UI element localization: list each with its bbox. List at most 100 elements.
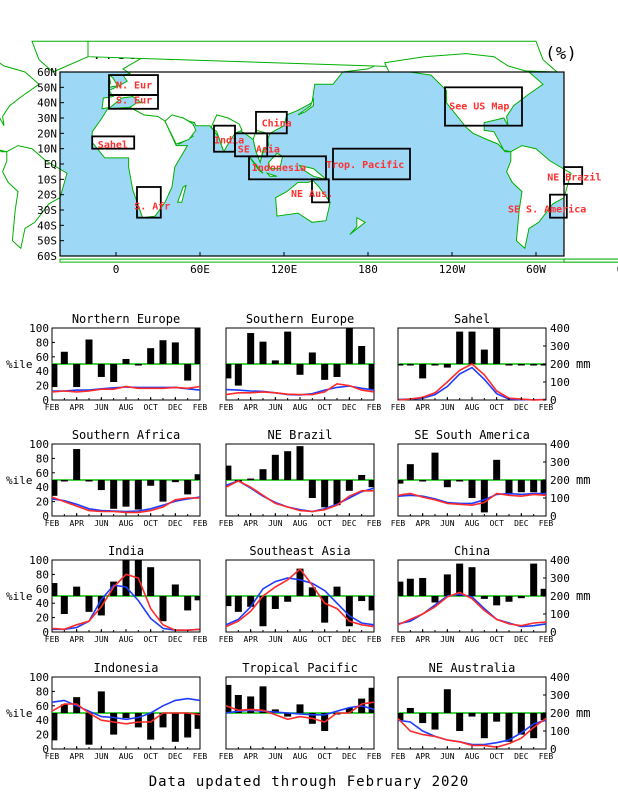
percentile-bar <box>226 465 232 480</box>
percentile-bar <box>159 340 167 364</box>
percentile-bar <box>530 563 538 596</box>
panel-southern-europe: Southern Europe FEB APR JUN AUG OCT DEC FEB <box>219 312 382 412</box>
percentile-bar <box>134 480 142 510</box>
percentile-bar <box>540 713 546 721</box>
x-tick-label: OCT <box>143 403 158 412</box>
x-tick-label: DEC <box>168 752 183 761</box>
percentile-bar <box>85 480 93 482</box>
percentile-bar <box>419 713 427 724</box>
percentile-bar <box>308 587 316 596</box>
percentile-bar <box>171 713 179 742</box>
percentile-bar <box>345 596 353 627</box>
normal-precip-line <box>397 719 547 746</box>
x-tick-label: JUN <box>94 519 109 528</box>
observed-precip-line <box>51 703 201 725</box>
x-tick-label: OCT <box>143 752 158 761</box>
y-left-tick-label: 80 <box>36 336 49 349</box>
x-tick-label: FEB <box>219 519 234 528</box>
percentile-bar <box>406 578 414 596</box>
percentile-bar <box>406 707 414 713</box>
percentile-bar <box>259 469 267 480</box>
x-tick-label: FEB <box>45 635 60 644</box>
x-tick-label: APR <box>69 635 84 644</box>
x-tick-label: JUN <box>440 635 455 644</box>
x-tick-label: OCT <box>317 403 332 412</box>
x-tick-label: DEC <box>342 519 357 528</box>
x-tick-label: DEC <box>342 752 357 761</box>
percentile-bar <box>443 364 451 368</box>
percentile-bar <box>247 596 255 607</box>
percentile-bar <box>419 364 427 379</box>
percentile-bar <box>540 364 546 366</box>
x-tick-label: FEB <box>45 752 60 761</box>
percentile-bar <box>85 596 93 612</box>
percentile-bar <box>122 560 130 596</box>
observed-precip-line <box>51 385 201 393</box>
normal-precip-line <box>51 697 201 721</box>
y-left-tick-label: 80 <box>36 568 49 581</box>
data-update-note: Data updated through February 2020 <box>148 774 470 790</box>
y-right-tick-label: 100 <box>550 725 570 738</box>
percentile-bar <box>480 596 488 599</box>
x-tick-label: DEC <box>514 752 529 761</box>
x-tick-label: JUN <box>440 752 455 761</box>
percentile-bar <box>247 696 255 713</box>
y-left-tick-label: 20 <box>36 380 49 393</box>
panel-title: Tropical Pacific <box>242 661 358 675</box>
x-tick-label: AUG <box>465 635 480 644</box>
x-tick-label: FEB <box>367 635 382 644</box>
percentile-bar <box>308 352 316 364</box>
y-right-axis-label: mm <box>576 473 590 487</box>
x-tick-label: APR <box>243 635 258 644</box>
percentile-bar <box>85 713 93 745</box>
percentile-bar <box>194 474 200 480</box>
percentile-bar <box>271 454 279 480</box>
y-right-tick-label: 100 <box>550 492 570 505</box>
percentile-bar <box>480 713 488 739</box>
percentile-bar <box>147 348 155 364</box>
y-right-tick-label: 200 <box>550 474 570 487</box>
percentile-bar <box>296 704 304 713</box>
percentile-bar <box>505 364 513 366</box>
x-tick-label: DEC <box>168 635 183 644</box>
percentile-bar <box>171 342 179 364</box>
observed-precip-line <box>225 382 375 396</box>
percentile-bar <box>184 713 192 738</box>
percentile-bar <box>419 480 427 482</box>
percentile-bar <box>443 574 451 596</box>
percentile-bar <box>234 364 242 386</box>
percentile-bar <box>234 695 242 713</box>
percentile-bar <box>493 596 501 606</box>
x-tick-label: OCT <box>317 519 332 528</box>
percentile-bar <box>419 578 427 596</box>
percentile-bar <box>171 480 179 483</box>
x-tick-label: FEB <box>367 403 382 412</box>
percentile-bar <box>259 686 267 713</box>
x-tick-label: APR <box>415 403 430 412</box>
panel-title: China <box>454 544 490 558</box>
y-right-tick-label: 0 <box>550 743 557 756</box>
y-right-tick-label: 400 <box>550 438 570 451</box>
percentile-bar <box>134 713 142 728</box>
y-right-tick-label: 200 <box>550 707 570 720</box>
percentile-bar <box>52 364 58 388</box>
percentile-bar <box>73 364 81 388</box>
y-left-tick-label: 0 <box>42 743 49 756</box>
x-tick-label: APR <box>69 403 84 412</box>
panel-title: Indonesia <box>93 661 158 675</box>
percentile-bar <box>122 480 130 507</box>
percentile-bar <box>431 713 439 730</box>
x-tick-label: OCT <box>143 635 158 644</box>
percentile-bar <box>333 480 341 506</box>
panel-southeast-asia: Southeast Asia FEB APR JUN AUG OCT DEC FEB <box>219 544 382 644</box>
x-tick-label: JUN <box>268 752 283 761</box>
percentile-bar <box>259 341 267 364</box>
y-right-axis-label: mm <box>576 589 590 603</box>
percentile-bar <box>194 596 200 601</box>
percentile-bar <box>358 474 366 480</box>
